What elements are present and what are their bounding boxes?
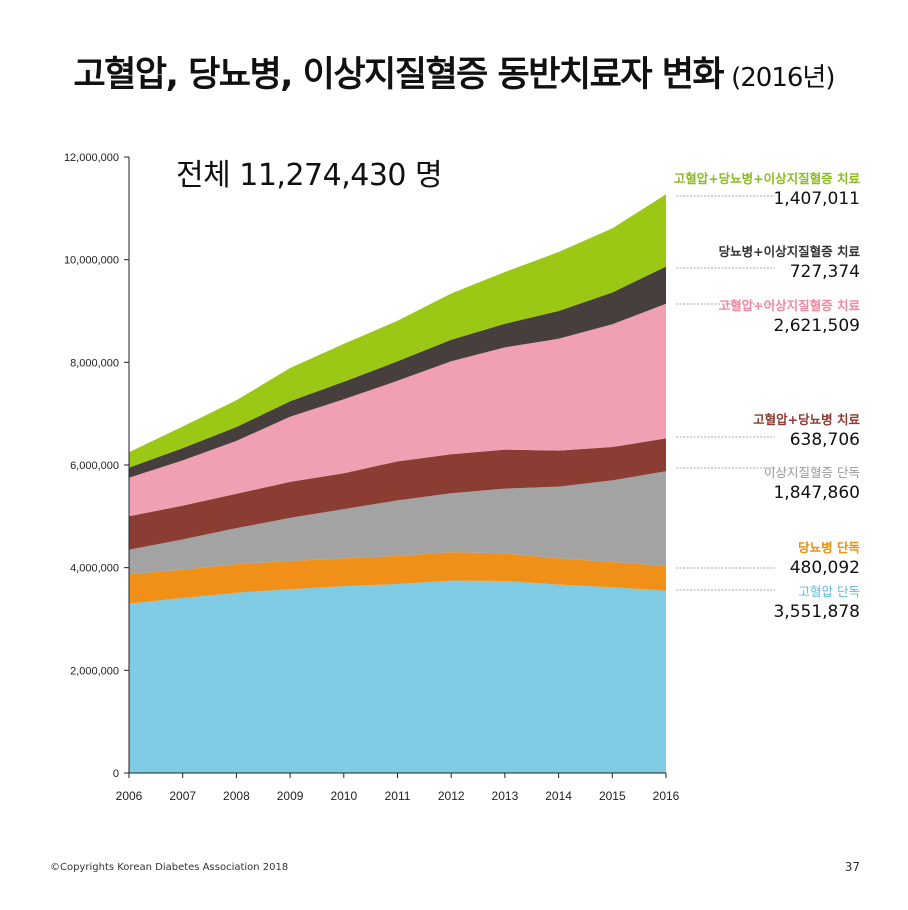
area-series-2 — [129, 471, 666, 575]
legend-name: 고혈압+당뇨병+이상지질혈증 치료 — [673, 171, 860, 186]
legend-value: 480,092 — [789, 558, 860, 578]
legend-entry-diabetes-dyslipidemia: 당뇨병+이상지질혈증 치료 727,374 — [719, 241, 860, 282]
area-series-1 — [129, 552, 666, 604]
area-series-6 — [129, 194, 666, 468]
y-tick-label: 2,000,000 — [70, 665, 119, 677]
x-tick-label: 2009 — [277, 789, 304, 803]
x-tick-label: 2008 — [223, 789, 250, 803]
legend-value: 1,847,860 — [773, 483, 860, 503]
x-tick-label: 2012 — [438, 789, 465, 803]
legend-entry-diabetes-only: 당뇨병 단독 480,092 — [790, 537, 860, 578]
title-year: (2016년) — [731, 63, 835, 93]
area-series-4 — [129, 303, 666, 517]
legend-entry-dyslipidemia-only: 이상지질혈증 단독 1,847,860 — [764, 462, 860, 503]
y-tick-label: 4,000,000 — [70, 563, 119, 575]
legend-name: 고혈압+당뇨병 치료 — [753, 412, 860, 427]
legend-name: 이상지질혈증 단독 — [764, 465, 860, 480]
area-series-3 — [129, 438, 666, 550]
x-tick-label: 2013 — [492, 789, 519, 803]
area-series-5 — [129, 266, 666, 478]
x-tick-label: 2010 — [330, 789, 357, 803]
y-tick-label: 6,000,000 — [70, 460, 119, 472]
y-tick-label: 10,000,000 — [64, 255, 119, 267]
total-count-label: 전체 11,274,430 명 — [176, 158, 443, 193]
x-tick-label: 2007 — [169, 789, 196, 803]
legend-value: 727,374 — [789, 262, 860, 282]
x-tick-label: 2016 — [653, 789, 680, 803]
area-series-0 — [129, 580, 666, 773]
legend-entry-hypertension-only: 고혈압 단독 3,551,878 — [773, 581, 860, 622]
x-tick-label: 2015 — [599, 789, 626, 803]
page-number: 37 — [844, 860, 860, 874]
legend-name: 고혈압 단독 — [798, 584, 860, 599]
legend-value: 2,621,509 — [773, 316, 860, 336]
legend-value: 638,706 — [789, 430, 860, 450]
y-tick-label: 0 — [113, 768, 119, 780]
legend-value: 3,551,878 — [773, 602, 860, 622]
legend-entry-hypertension-dyslipidemia: 고혈압+이상지질혈증 치료 2,621,509 — [719, 295, 860, 336]
legend-value: 1,407,011 — [773, 189, 860, 209]
title-main: 고혈압, 당뇨병, 이상지질혈증 동반치료자 변화 — [73, 55, 724, 95]
legend-name: 당뇨병+이상지질혈증 치료 — [718, 244, 860, 259]
y-tick-label: 8,000,000 — [70, 357, 119, 369]
legend-name: 고혈압+이상지질혈증 치료 — [718, 298, 860, 313]
x-tick-label: 2011 — [385, 789, 411, 803]
legend-entry-hypertension-diabetes: 고혈압+당뇨병 치료 638,706 — [753, 409, 860, 450]
copyright-footer: ©Copyrights Korean Diabetes Association … — [50, 862, 289, 873]
legend-name: 당뇨병 단독 — [798, 540, 860, 555]
legend-entry-all-three: 고혈압+당뇨병+이상지질혈증 치료 1,407,011 — [674, 168, 860, 209]
chart-title: 고혈압, 당뇨병, 이상지질혈증 동반치료자 변화 (2016년) — [0, 46, 908, 97]
y-tick-label: 12,000,000 — [64, 152, 119, 164]
x-tick-label: 2014 — [545, 789, 572, 803]
x-tick-label: 2006 — [116, 789, 143, 803]
